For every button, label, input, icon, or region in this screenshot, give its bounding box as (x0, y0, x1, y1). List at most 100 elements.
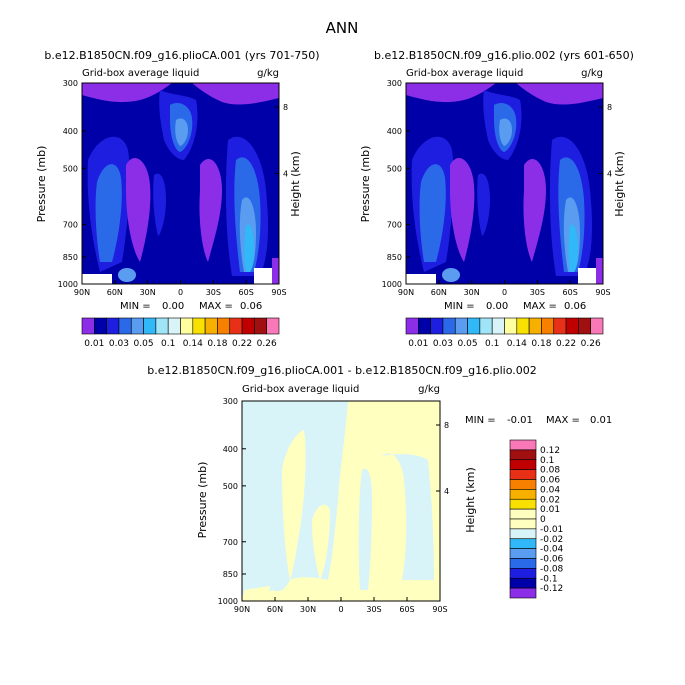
field-fill-left-core (95, 164, 122, 262)
y-tick-label: 850 (63, 253, 78, 262)
colorbar-label: 0.18 (207, 339, 227, 349)
colorbar-swatch (509, 577, 537, 589)
colorbar-swatch (509, 498, 537, 510)
colorbar-swatch (430, 317, 444, 335)
y-tick-label: 500 (63, 164, 78, 173)
colorbar-swatch (254, 317, 267, 335)
panel-a-axes: Pressure (mb) Height (km) 300 400 500 700 85… (35, 79, 302, 297)
panel-c-subtitle-left: Grid-box average liquid (242, 384, 359, 395)
colorbar-label: 0.14 (507, 339, 527, 349)
y-tick-label: 700 (63, 220, 78, 229)
x-tick-label: 90S (271, 288, 286, 297)
field-fill-left-core (419, 164, 446, 262)
colorbar-swatch (509, 489, 537, 500)
colorbar-swatch (106, 317, 120, 335)
colorbar-swatch (509, 538, 537, 549)
panel-a-max-label: MAX = (199, 301, 233, 312)
field-fill-center-peak (175, 118, 188, 146)
colorbar-label: -0.08 (540, 564, 564, 574)
y-right-tick-label: 4 (444, 487, 449, 496)
colorbar-swatch (204, 317, 218, 335)
colorbar-swatch (217, 317, 231, 335)
panel-a-min-label: MIN = (120, 301, 151, 312)
field-fill-right-max (244, 224, 254, 272)
y-tick-label: 400 (63, 127, 78, 136)
colorbar-swatch (509, 548, 537, 559)
colorbar-label: 0 (540, 515, 546, 525)
colorbar-swatch (509, 528, 537, 540)
x-tick-label: 90S (432, 605, 447, 614)
colorbar-label: 0.01 (84, 339, 104, 349)
x-tick-label: 90N (234, 605, 250, 614)
x-tick-label: 30S (206, 288, 221, 297)
colorbar-swatch (590, 317, 604, 335)
x-tick-label: 30S (530, 288, 545, 297)
colorbar-swatch (509, 568, 537, 579)
x-tick-label: 0 (338, 605, 343, 614)
colorbar-swatch (180, 317, 194, 335)
x-tick-label: 60N (107, 288, 123, 297)
y-tick-label: 700 (387, 220, 402, 229)
panel-b-colorbar: 0.01 0.03 0.05 0.1 0.14 0.18 0.22 0.26 (405, 317, 604, 349)
colorbar-swatch (442, 317, 456, 335)
panel-c-ylabel-right: Height (km) (464, 467, 477, 533)
panel-b-max: 0.06 (564, 301, 586, 312)
colorbar-swatch (509, 518, 537, 530)
panel-a-ylabel: Pressure (mb) (35, 146, 48, 223)
x-tick-label: 90N (74, 288, 90, 297)
y-right-tick-label: 4 (607, 169, 612, 178)
colorbar-label: 0.12 (540, 446, 560, 456)
panel-a-field (82, 83, 279, 284)
panel-b-units: g/kg (581, 68, 603, 79)
colorbar-label: 0.1 (161, 339, 175, 349)
field-fill-missing (82, 274, 112, 284)
x-tick-label: 90N (398, 288, 414, 297)
colorbar-swatch (565, 317, 579, 335)
field-fill-missing (578, 268, 596, 284)
colorbar-label: -0.12 (540, 584, 563, 594)
x-tick-label: 60S (239, 288, 254, 297)
x-tick-label: 60S (563, 288, 578, 297)
colorbar-swatch (528, 317, 542, 335)
x-tick-label: 30N (300, 605, 316, 614)
field-fill-center-peak (499, 118, 512, 146)
panel-c-colorbar: 0.120.10.080.060.040.020.010-0.01-0.02-0… (509, 439, 564, 599)
colorbar-swatch (509, 459, 537, 470)
panel-c-field (242, 401, 440, 601)
y-tick-label: 500 (387, 164, 402, 173)
panel-a: b.e12.B1850CN.f09_g16.plioCA.001 (yrs 70… (35, 49, 320, 349)
colorbar-label: 0.08 (540, 466, 560, 476)
colorbar-swatch (516, 317, 530, 335)
colorbar-swatch (479, 317, 493, 335)
colorbar-swatch (509, 439, 537, 451)
field-fill-left-gap (126, 157, 151, 262)
x-tick-label: 0 (178, 288, 183, 297)
panel-a-subtitle-left: Grid-box average liquid (82, 68, 199, 79)
colorbar-swatch (118, 317, 132, 335)
y-tick-label: 400 (223, 445, 238, 454)
field-fill-south-blob (118, 268, 136, 282)
colorbar-swatch (192, 317, 206, 335)
field-fill-right-gap (199, 159, 222, 262)
x-tick-label: 30N (140, 288, 156, 297)
y-tick-label: 700 (223, 538, 238, 547)
x-tick-label: 60N (267, 605, 283, 614)
y-tick-label: 1000 (382, 280, 402, 289)
panel-c-max-label: MAX = (546, 415, 580, 426)
field-fill-missing (254, 268, 272, 284)
colorbar-swatch (467, 317, 481, 335)
colorbar-swatch (241, 317, 255, 335)
y-tick-label: 850 (223, 570, 238, 579)
colorbar-label: -0.1 (540, 574, 558, 584)
colorbar-swatch (405, 317, 419, 335)
colorbar-label: 0.01 (408, 339, 428, 349)
colorbar-swatch (418, 317, 431, 335)
field-fill-right-max (568, 224, 578, 272)
field-fill-left-strip (312, 504, 330, 580)
y-tick-label: 1000 (218, 597, 238, 606)
colorbar-swatch (94, 317, 107, 335)
colorbar-label: -0.01 (540, 525, 563, 535)
colorbar-swatch (541, 317, 555, 335)
colorbar-label: -0.04 (540, 545, 564, 555)
colorbar-label: 0.1 (540, 456, 554, 466)
